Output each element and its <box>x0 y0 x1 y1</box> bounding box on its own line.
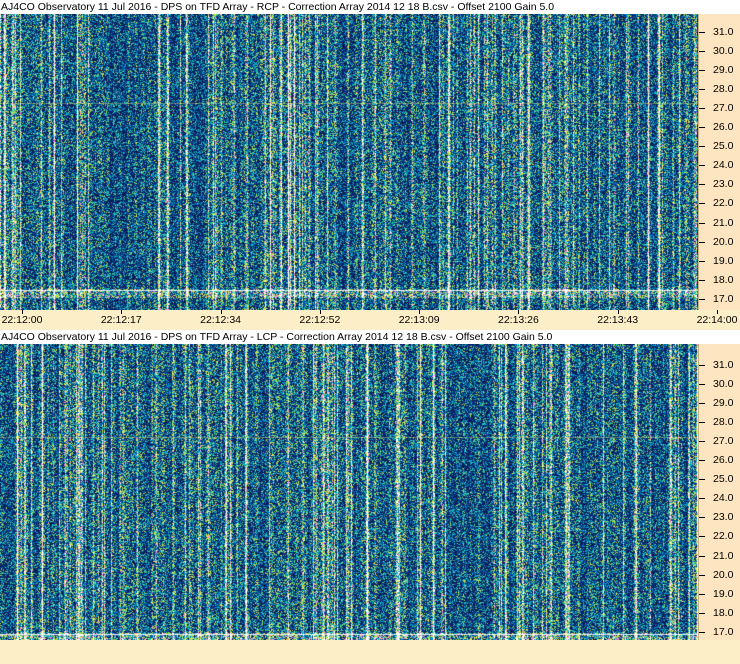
freq-tick <box>699 146 705 148</box>
freq-label: 26.0 <box>713 121 734 134</box>
freq-tick <box>699 460 705 462</box>
freq-label: 30.0 <box>713 45 734 58</box>
freq-tick <box>699 422 705 424</box>
freq-tick <box>699 203 705 205</box>
freq-tick <box>699 441 705 443</box>
freq-tick <box>699 241 705 243</box>
freq-label: 27.0 <box>713 435 734 448</box>
freq-label: 23.0 <box>713 511 734 524</box>
freq-label: 20.0 <box>713 235 734 248</box>
time-tick <box>121 310 123 314</box>
freq-tick <box>699 184 705 186</box>
freq-label: 25.0 <box>713 473 734 486</box>
freq-label: 25.0 <box>713 140 734 153</box>
freq-label: 31.0 <box>713 26 734 38</box>
freq-label: 17.0 <box>713 292 734 305</box>
freq-tick <box>699 403 705 405</box>
rcp-title: AJ4CO Observatory 11 Jul 2016 - DPS on T… <box>0 0 740 14</box>
time-label: 22:12:00 <box>1 314 43 326</box>
freq-tick <box>699 517 705 519</box>
freq-label: 26.0 <box>713 454 734 467</box>
freq-tick <box>699 222 705 224</box>
freq-label: 21.0 <box>713 549 734 562</box>
freq-tick <box>699 298 705 300</box>
freq-tick <box>699 384 705 386</box>
time-label: 22:12:34 <box>200 314 241 326</box>
freq-tick <box>699 365 705 366</box>
time-axis: 22:12:00 22:12:17 22:12:34 22:12:52 22:13:09… <box>0 310 740 328</box>
time-label: 22:13:43 <box>597 314 639 326</box>
lcp-spectrogram[interactable] <box>0 344 698 654</box>
freq-tick <box>699 555 705 557</box>
status-strip <box>0 640 740 664</box>
freq-tick <box>699 536 705 538</box>
freq-tick <box>699 631 705 633</box>
freq-tick <box>699 70 705 72</box>
freq-tick <box>699 127 705 129</box>
freq-label: 30.0 <box>713 378 734 391</box>
freq-tick <box>699 279 705 281</box>
freq-tick <box>699 593 705 595</box>
freq-label: 29.0 <box>713 397 734 410</box>
freq-label: 18.0 <box>713 273 734 286</box>
freq-label: 18.0 <box>713 606 734 619</box>
freq-label: 22.0 <box>713 197 734 210</box>
time-label: 22:12:17 <box>100 314 142 326</box>
freq-label: 23.0 <box>713 178 734 191</box>
freq-label: 24.0 <box>713 492 734 505</box>
freq-label: 19.0 <box>713 254 734 267</box>
freq-label: 17.0 <box>713 625 734 638</box>
time-label: 22:13:09 <box>398 314 440 326</box>
time-tick <box>518 310 520 314</box>
freq-label: 21.0 <box>713 216 734 229</box>
rcp-spectrogram[interactable] <box>0 14 698 310</box>
time-tick <box>22 310 23 314</box>
time-tick <box>220 310 222 314</box>
freq-label: 22.0 <box>713 530 734 543</box>
freq-tick <box>699 498 705 500</box>
lcp-title: AJ4CO Observatory 11 Jul 2016 - DPS on T… <box>0 330 740 344</box>
lcp-frequency-axis: 31.0 30.0 29.0 28.0 27.0 26.0 25.0 24.0 23.0 22.0… <box>698 344 740 654</box>
freq-label: 28.0 <box>713 416 734 429</box>
freq-label: 27.0 <box>713 102 734 115</box>
freq-tick <box>699 32 705 33</box>
time-tick <box>617 310 619 314</box>
time-tick <box>319 310 321 314</box>
freq-tick <box>699 612 705 614</box>
freq-tick <box>699 479 705 481</box>
freq-label: 31.0 <box>713 359 734 371</box>
time-tick <box>717 310 718 314</box>
rcp-frequency-axis: 31.0 30.0 29.0 28.0 27.0 26.0 25.0 24.0 23.0 22.0… <box>698 14 740 310</box>
freq-tick <box>699 260 705 262</box>
time-tick <box>419 310 421 314</box>
rcp-panel: AJ4CO Observatory 11 Jul 2016 - DPS on T… <box>0 0 740 328</box>
time-label: 22:13:26 <box>497 314 539 326</box>
freq-label: 29.0 <box>713 64 734 77</box>
freq-tick <box>699 89 705 91</box>
time-label: 22:14:00 <box>696 314 738 326</box>
time-label: 22:12:52 <box>299 314 341 326</box>
freq-tick <box>699 574 705 576</box>
freq-tick <box>699 51 705 53</box>
freq-tick <box>699 165 705 167</box>
freq-label: 28.0 <box>713 83 734 96</box>
freq-label: 24.0 <box>713 159 734 172</box>
freq-label: 19.0 <box>713 587 734 600</box>
lcp-panel: AJ4CO Observatory 11 Jul 2016 - DPS on T… <box>0 330 740 664</box>
freq-label: 20.0 <box>713 568 734 581</box>
freq-tick <box>699 108 705 110</box>
